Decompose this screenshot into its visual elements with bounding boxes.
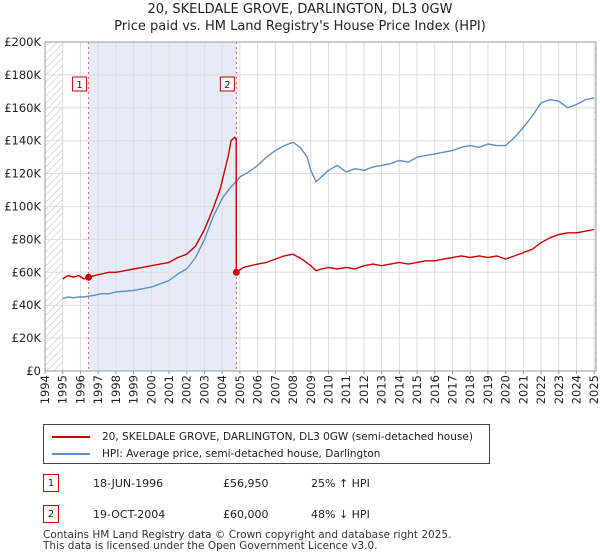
chart-legend: 20, SKELDALE GROVE, DARLINGTON, DL3 0GW … <box>43 424 490 464</box>
chart-title: 20, SKELDALE GROVE, DARLINGTON, DL3 0GW <box>147 2 453 17</box>
y-tick-label: £180K <box>4 68 41 82</box>
x-tick-label: 2011 <box>339 375 353 404</box>
x-tick-label: 2012 <box>357 375 371 404</box>
x-tick-label: 2018 <box>463 375 477 404</box>
x-tick-label: 2005 <box>233 375 247 404</box>
x-tick-label: 1994 <box>38 375 52 404</box>
sale-label-box <box>219 76 235 92</box>
sale-date: 18-JUN-1996 <box>93 477 164 490</box>
x-tick-label: 2001 <box>162 375 176 404</box>
footer-attribution: Contains HM Land Registry data © Crown c… <box>43 530 451 552</box>
legend-item-property: 20, SKELDALE GROVE, DARLINGTON, DL3 0GW … <box>52 429 473 445</box>
property-price-line <box>62 136 595 280</box>
sale-point <box>232 268 240 276</box>
y-tick-label: £40K <box>12 298 42 312</box>
legend-label-hpi: HPI: Average price, semi-detached house,… <box>102 448 381 460</box>
x-tick-label: 2021 <box>516 375 530 404</box>
x-tick-label: 2008 <box>286 375 300 404</box>
sale-label: 1 <box>76 80 82 91</box>
footer-line-copyright: Contains HM Land Registry data © Crown c… <box>43 529 452 541</box>
x-tick-label: 2000 <box>144 375 158 404</box>
sale-number-badge: 2 <box>43 505 59 523</box>
sale-date: 19-OCT-2004 <box>93 508 166 521</box>
x-tick-label: 2007 <box>268 375 282 404</box>
sale-point <box>85 273 93 281</box>
y-tick-label: £80K <box>12 232 42 246</box>
y-tick-label: £20K <box>12 331 42 345</box>
x-tick-label: 2025 <box>587 375 600 404</box>
legend-swatch-property <box>52 436 90 438</box>
y-tick-label: £100K <box>4 200 41 214</box>
x-tick-label: 1996 <box>73 375 87 404</box>
legend-swatch-hpi <box>52 453 90 455</box>
sale-hpi-change: 25% ↑ HPI <box>311 477 370 490</box>
x-tick-label: 2003 <box>197 375 211 404</box>
x-tick-label: 2022 <box>534 375 548 404</box>
hpi-line <box>62 97 595 300</box>
sale-number-badge: 1 <box>43 474 59 492</box>
x-tick-label: 1998 <box>109 375 123 404</box>
y-tick-label: £120K <box>4 167 41 181</box>
sale-price: £60,000 <box>223 508 269 521</box>
sale-label: 2 <box>224 80 230 91</box>
x-tick-label: 1995 <box>56 375 70 404</box>
x-tick-label: 2020 <box>499 375 513 404</box>
legend-label-property: 20, SKELDALE GROVE, DARLINGTON, DL3 0GW … <box>102 431 473 443</box>
x-tick-label: 2013 <box>375 375 389 404</box>
sale-price: £56,950 <box>223 477 269 490</box>
price-chart: 1 2 £0 £20K £40K £60K £80K £100K £120K £140K £160… <box>4 35 600 404</box>
y-tick-label: £140K <box>4 134 41 148</box>
x-tick-label: 2010 <box>321 375 335 404</box>
x-tick-label: 2023 <box>552 375 566 404</box>
x-tick-label: 2002 <box>180 375 194 404</box>
y-tick-label: £0 <box>26 364 41 378</box>
x-tick-label: 2019 <box>481 375 495 404</box>
chart-subtitle: Price paid vs. HM Land Registry's House … <box>114 19 486 34</box>
y-tick-label: £200K <box>4 35 41 49</box>
y-tick-label: £160K <box>4 101 41 115</box>
x-tick-label: 1999 <box>127 375 141 404</box>
sale-hpi-change: 48% ↓ HPI <box>311 508 370 521</box>
footer-line-licence: This data is licensed under the Open Gov… <box>43 540 378 552</box>
x-tick-label: 2016 <box>428 375 442 404</box>
x-tick-label: 2006 <box>251 375 265 404</box>
legend-item-hpi: HPI: Average price, semi-detached house,… <box>52 446 380 462</box>
plot-frame <box>44 41 597 372</box>
x-tick-label: 2009 <box>304 375 318 404</box>
x-tick-label: 2014 <box>392 375 406 404</box>
y-tick-label: £60K <box>12 265 42 279</box>
x-tick-label: 2015 <box>410 375 424 404</box>
x-tick-label: 2017 <box>445 375 459 404</box>
x-tick-label: 2004 <box>215 375 229 404</box>
x-tick-label: 1997 <box>91 375 105 404</box>
sale-label-box <box>72 76 88 92</box>
x-tick-label: 2024 <box>570 375 584 404</box>
